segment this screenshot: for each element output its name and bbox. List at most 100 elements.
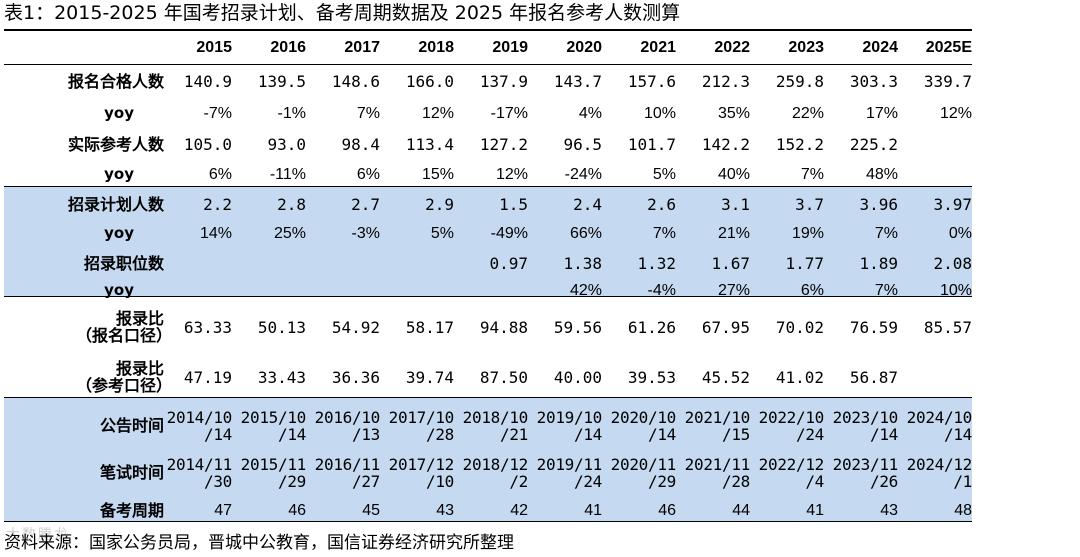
recruit-plan-value: 1.5 — [499, 194, 528, 214]
positions-yoy-value — [306, 278, 380, 302]
positions-value — [380, 248, 454, 278]
recruit-plan-value: 2.6 — [647, 194, 676, 214]
written-value: 2015/11/29 — [232, 449, 306, 496]
rule-below-header — [4, 64, 972, 65]
apply-qualified-yoy-value: 7% — [356, 105, 380, 122]
positions-yoy-row: yoy 42% -4% 27% 6% 7% 10% — [4, 278, 972, 302]
ratio-exam-value — [898, 352, 972, 402]
written-date-line1: 2020/11 — [610, 454, 676, 474]
year-header: 2020 — [566, 39, 602, 56]
ratio-apply-label-line2: （报名口径） — [75, 326, 164, 345]
written-value: 2021/11/28 — [676, 449, 750, 496]
announce-date-line2: /28 — [426, 424, 454, 444]
positions-yoy-value — [454, 278, 528, 302]
written-label: 笔试时间 — [99, 463, 164, 482]
recruit-plan-value: 2.7 — [351, 194, 380, 214]
recruit-plan-yoy-row: yoy 14% 25% -3% 5% -49% 66% 7% 21% 19% 7% 0% — [4, 219, 972, 248]
apply-qualified-value: 143.7 — [553, 71, 602, 91]
announce-value: 2017/10/28 — [380, 402, 454, 449]
positions-yoy-value — [232, 278, 306, 302]
written-value: 2017/12/10 — [380, 449, 454, 496]
year-header: 2017 — [344, 39, 380, 56]
written-date-line2: /27 — [352, 471, 380, 491]
ratio-exam-value: 39.74 — [405, 367, 454, 387]
apply-qualified-label: 报名合格人数 — [67, 71, 164, 91]
positions-yoy-value: 7% — [874, 281, 898, 299]
year-header: 2015 — [196, 39, 232, 56]
announce-value: 2018/10/21 — [454, 402, 528, 449]
year-header: 2022 — [714, 39, 750, 56]
actual-exam-yoy-value: -24% — [564, 165, 602, 183]
ratio-exam-value: 36.36 — [331, 367, 380, 387]
ratio-apply-value: 94.88 — [479, 317, 528, 337]
positions-yoy-value: 10% — [939, 281, 972, 299]
written-date-line1: 2024/12 — [906, 454, 972, 474]
announce-label: 公告时间 — [99, 416, 164, 435]
written-date-line1: 2022/12 — [758, 454, 824, 474]
actual-exam-yoy-value: 48% — [865, 165, 898, 183]
announce-value: 2020/10/14 — [602, 402, 676, 449]
recruit-plan-row: 招录计划人数 2.2 2.8 2.7 2.9 1.5 2.4 2.6 3.1 3.7 3.96 3.9… — [4, 189, 972, 219]
ratio-exam-value: 39.53 — [627, 367, 676, 387]
apply-qualified-value: 148.6 — [331, 71, 380, 91]
ratio-apply-value: 50.13 — [257, 317, 306, 337]
apply-qualified-yoy-value: -7% — [203, 105, 232, 122]
ratio-exam-value: 41.02 — [775, 367, 824, 387]
actual-exam-yoy-value: 6% — [208, 165, 232, 183]
written-value: 2016/11/27 — [306, 449, 380, 496]
apply-qualified-value: 259.8 — [775, 71, 824, 91]
actual-exam-value: 98.4 — [341, 134, 380, 154]
apply-qualified-yoy-label: yoy — [104, 104, 134, 122]
announce-value: 2014/10/14 — [164, 402, 232, 449]
positions-value: 1.89 — [859, 253, 898, 273]
announce-date-line1: 2021/10 — [684, 407, 750, 427]
announce-date-line1: 2018/10 — [462, 407, 528, 427]
positions-value: 2.08 — [933, 253, 972, 273]
positions-label: 招录职位数 — [83, 253, 164, 273]
announce-value: 2016/10/13 — [306, 402, 380, 449]
prep-cycle-value: 43 — [880, 502, 898, 519]
apply-qualified-value: 137.9 — [479, 71, 528, 91]
ratio-exam-value: 40.00 — [553, 367, 602, 387]
prep-cycle-value: 46 — [288, 502, 306, 519]
ratio-apply-value: 76.59 — [849, 317, 898, 337]
ratio-apply-value: 58.17 — [405, 317, 454, 337]
ratio-exam-value: 33.43 — [257, 367, 306, 387]
written-date-line1: 2021/11 — [684, 454, 750, 474]
year-header: 2025E — [925, 39, 972, 56]
prep-cycle-value: 44 — [732, 502, 750, 519]
written-date-line2: /10 — [426, 471, 454, 491]
actual-exam-value: 93.0 — [267, 134, 306, 154]
actual-exam-yoy-value — [898, 159, 972, 189]
announce-date-line1: 2024/10 — [906, 407, 972, 427]
announce-value: 2021/10/15 — [676, 402, 750, 449]
watermark: 大数腾龙 — [6, 527, 70, 543]
actual-exam-value: 152.2 — [775, 134, 824, 154]
positions-row: 招录职位数 0.97 1.38 1.32 1.67 1.77 1.89 2.08 — [4, 248, 972, 278]
ratio-apply-label: 报录比 （报名口径） — [4, 302, 164, 352]
positions-value: 1.67 — [711, 253, 750, 273]
announce-date-line1: 2022/10 — [758, 407, 824, 427]
actual-exam-value — [898, 129, 972, 159]
prep-cycle-label: 备考周期 — [99, 501, 164, 520]
announce-value: 2023/10/14 — [824, 402, 898, 449]
header-row: 2015 2016 2017 2018 2019 2020 2021 2022 2023 2024… — [4, 31, 972, 64]
positions-value: 1.32 — [637, 253, 676, 273]
written-value: 2020/11/29 — [602, 449, 676, 496]
ratio-exam-value: 45.52 — [701, 367, 750, 387]
announce-date-line2: /14 — [648, 424, 676, 444]
announce-date-line1: 2016/10 — [314, 407, 380, 427]
prep-cycle-value: 43 — [436, 502, 454, 519]
prep-cycle-value: 45 — [362, 502, 380, 519]
prep-cycle-value: 41 — [806, 502, 824, 519]
recruit-plan-label: 招录计划人数 — [67, 194, 164, 214]
year-header: 2019 — [492, 39, 528, 56]
positions-yoy-value: 27% — [717, 281, 750, 299]
recruit-plan-yoy-value: 0% — [948, 225, 972, 242]
apply-qualified-yoy-value: 12% — [939, 105, 972, 122]
written-date-line1: 2016/11 — [314, 454, 380, 474]
actual-exam-label: 实际参考人数 — [67, 134, 164, 154]
apply-qualified-yoy-value: 35% — [717, 105, 750, 122]
recruit-plan-value: 2.9 — [425, 194, 454, 214]
apply-qualified-value: 212.3 — [701, 71, 750, 91]
